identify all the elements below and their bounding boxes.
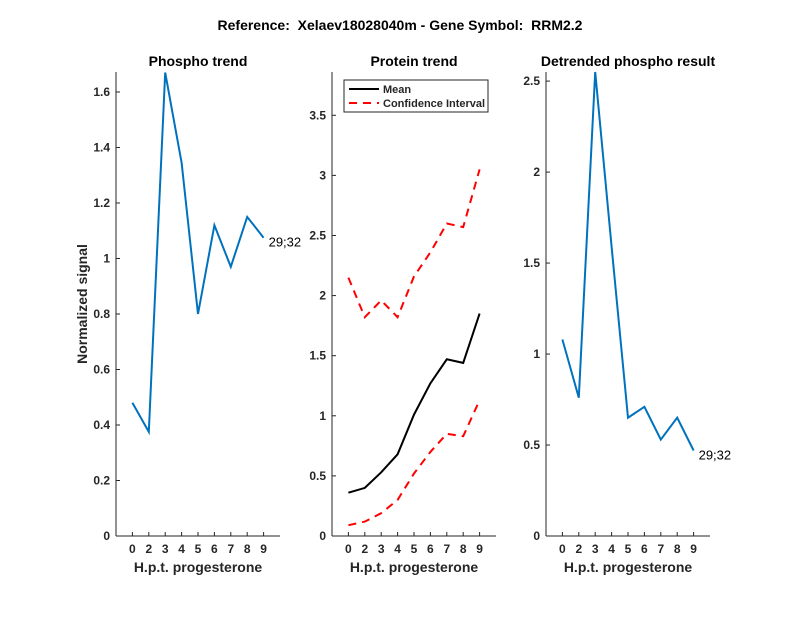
x-tick-label: 4 [394,542,401,556]
y-tick-label: 0.2 [93,473,110,487]
series-line-confidence-interval-upper [347,169,481,319]
y-tick-label: 0.5 [523,438,540,452]
x-tick-label: 0 [559,542,566,556]
x-tick-label: 9 [476,542,483,556]
x-tick-label: 5 [195,542,202,556]
x-tick-label: 7 [443,542,450,556]
y-tick-label: 2 [319,289,326,303]
x-tick-label: 9 [690,542,697,556]
x-axis-label: H.p.t. progesterone [564,559,693,575]
y-tick-label: 1 [319,409,326,423]
x-tick-label: 0 [129,542,136,556]
y-tick-label: 0 [319,529,326,543]
y-tick-label: 0.8 [93,307,110,321]
y-tick-label: 2.5 [523,74,540,88]
series-line-phospho [131,72,265,436]
y-tick-label: 1 [103,251,110,265]
x-tick-label: 2 [145,542,152,556]
y-tick-label: 2.5 [309,228,326,242]
y-tick-label: 1.5 [309,349,326,363]
x-tick-label: 8 [244,542,251,556]
y-axis-label: Normalized signal [74,244,90,364]
x-tick-label: 2 [361,542,368,556]
x-tick-label: 3 [378,542,385,556]
x-tick-label: 8 [674,542,681,556]
series-line-confidence-interval-lower [348,399,481,527]
y-tick-label: 0 [103,529,110,543]
series-annotation: 29;32 [269,235,302,250]
series-annotation: 29;32 [699,447,732,462]
x-tick-label: 3 [592,542,599,556]
x-axis-label: H.p.t. progesterone [134,559,263,575]
x-tick-label: 5 [411,542,418,556]
x-tick-label: 7 [227,542,234,556]
x-tick-label: 2 [575,542,582,556]
x-axis-label: H.p.t. progesterone [350,559,479,575]
series-line-mean [348,313,481,494]
x-tick-label: 5 [625,542,632,556]
x-tick-label: 4 [608,542,615,556]
x-tick-label: 9 [260,542,267,556]
x-tick-label: 6 [641,542,648,556]
y-tick-label: 2 [533,165,540,179]
panel-title: Detrended phospho result [541,53,716,69]
panel-title: Protein trend [370,53,457,69]
legend: Mean Confidence Interval [343,79,489,113]
x-tick-label: 3 [162,542,169,556]
y-tick-label: 1.2 [93,196,110,210]
y-tick-label: 1.6 [93,85,110,99]
figure-title: Reference: Xelaev18028040m - Gene Symbol… [218,17,583,33]
y-tick-label: 0.5 [309,469,326,483]
panel-1: 00.20.40.60.811.21.41.60 2 3 4 5 6 7 8 9Phospho … [74,53,301,575]
panel-title: Phospho trend [149,53,248,69]
x-tick-label: 6 [427,542,434,556]
legend-label: Confidence Interval [383,98,485,110]
y-tick-label: 1.4 [93,140,110,154]
y-tick-label: 1.5 [523,256,540,270]
y-tick-label: 0.4 [93,418,110,432]
y-tick-label: 3.5 [309,108,326,122]
legend-label: Mean [383,84,411,96]
y-tick-label: 0 [533,529,540,543]
series-line-detrended [561,71,695,451]
x-tick-label: 4 [178,542,185,556]
y-tick-label: 0.6 [93,362,110,376]
y-tick-label: 3 [319,168,326,182]
legend-box [343,79,489,113]
x-tick-label: 8 [460,542,467,556]
y-tick-label: 1 [533,347,540,361]
x-tick-label: 6 [211,542,218,556]
x-tick-label: 7 [657,542,664,556]
x-tick-label: 0 [345,542,352,556]
